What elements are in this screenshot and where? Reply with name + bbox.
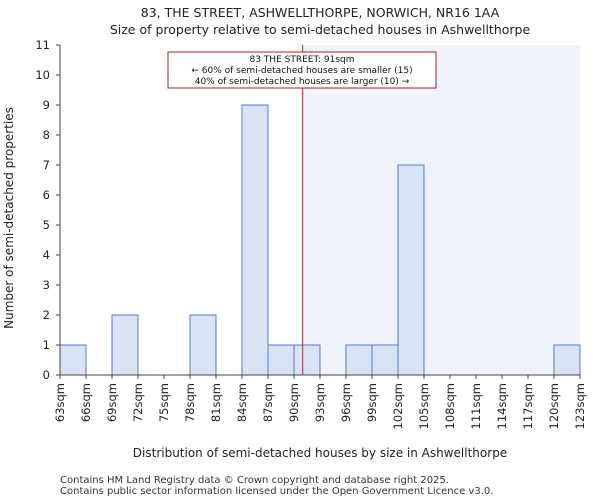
x-tick-label-105sqm: 105sqm — [417, 383, 431, 429]
x-tick-label-117sqm: 117sqm — [521, 383, 535, 429]
highlight-region — [302, 45, 580, 375]
bar-84sqm — [241, 104, 269, 376]
y-tick-label-7: 7 — [43, 158, 50, 172]
x-tick-label-81sqm: 81sqm — [209, 383, 223, 422]
bar-96sqm — [345, 344, 373, 376]
x-tick-label-99sqm: 99sqm — [365, 383, 379, 422]
x-tick-label-87sqm: 87sqm — [261, 383, 275, 422]
x-tick-label-108sqm: 108sqm — [443, 383, 457, 429]
chart-title: 83, THE STREET, ASHWELLTHORPE, NORWICH, … — [141, 5, 500, 20]
chart-subtitle: Size of property relative to semi-detach… — [110, 22, 531, 37]
footer-line-2: Contains public sector information licen… — [60, 486, 493, 497]
x-tick-label-96sqm: 96sqm — [339, 383, 353, 422]
annotation-box — [167, 51, 437, 89]
y-tick-label-2: 2 — [43, 308, 50, 322]
y-tick-label-3: 3 — [43, 278, 50, 292]
y-tick-label-11: 11 — [35, 38, 50, 52]
y-axis-label: Number of semi-detached properties — [2, 107, 16, 329]
x-tick-label-120sqm: 120sqm — [547, 383, 561, 429]
x-tick-label-78sqm: 78sqm — [183, 383, 197, 422]
x-tick-label-102sqm: 102sqm — [391, 383, 405, 429]
x-tick-label-111sqm: 111sqm — [469, 383, 483, 429]
x-axis-label: Distribution of semi-detached houses by … — [133, 446, 507, 460]
bar-78sqm — [189, 314, 217, 376]
y-tick-label-8: 8 — [43, 128, 50, 142]
bar-102sqm — [397, 164, 425, 376]
x-tick-label-63sqm: 63sqm — [53, 383, 67, 422]
annotation-line-2: ← 60% of semi-detached houses are smalle… — [191, 66, 412, 76]
y-tick-label-0: 0 — [43, 368, 50, 382]
annotation: 83 THE STREET: 91sqm ← 60% of semi-detac… — [167, 51, 437, 89]
y-tick-label-9: 9 — [43, 98, 50, 112]
x-tick-label-69sqm: 69sqm — [105, 383, 119, 422]
y-tick-label-5: 5 — [43, 218, 50, 232]
bar-63sqm — [59, 344, 87, 376]
y-tick-label-4: 4 — [43, 248, 50, 262]
x-tick-label-123sqm: 123sqm — [573, 383, 587, 429]
x-tick-label-84sqm: 84sqm — [235, 383, 249, 422]
x-tick-label-114sqm: 114sqm — [495, 383, 509, 429]
y-ticks: 0 1 2 3 4 5 6 7 8 9 10 11 — [35, 38, 60, 382]
bar-87sqm — [267, 344, 295, 376]
y-tick-label-10: 10 — [35, 68, 50, 82]
y-tick-label-6: 6 — [43, 188, 50, 202]
x-tick-label-90sqm: 90sqm — [287, 383, 301, 422]
x-tick-label-72sqm: 72sqm — [131, 383, 145, 422]
y-tick-label-1: 1 — [43, 338, 50, 352]
x-tick-label-75sqm: 75sqm — [157, 383, 171, 422]
x-ticks: 63sqm 66sqm 69sqm 72sqm 75sqm 78sqm 81sqm 84sqm… — [53, 375, 587, 429]
x-tick-label-93sqm: 93sqm — [313, 383, 327, 422]
bar-69sqm — [111, 314, 139, 376]
bar-90sqm — [293, 344, 321, 376]
bar-99sqm — [371, 344, 399, 376]
annotation-line-1: 83 THE STREET: 91sqm — [250, 55, 355, 65]
footer-line-1: Contains HM Land Registry data © Crown c… — [60, 475, 449, 486]
bar-120sqm — [553, 344, 581, 376]
annotation-line-3: 40% of semi-detached houses are larger (… — [195, 77, 410, 87]
x-tick-label-66sqm: 66sqm — [79, 383, 93, 422]
